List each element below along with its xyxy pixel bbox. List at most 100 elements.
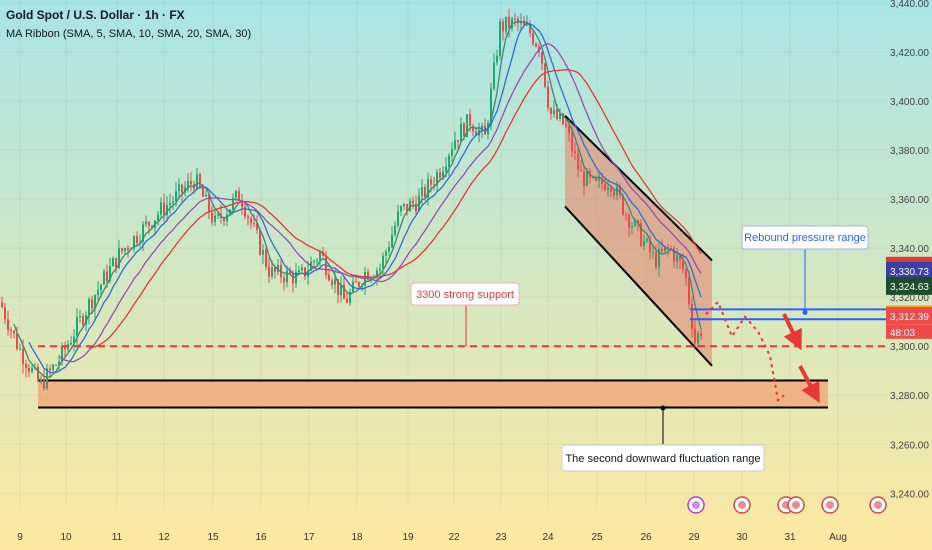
- candle-body: [625, 214, 627, 216]
- x-tick-label: Aug: [829, 532, 847, 543]
- candle-body: [472, 126, 474, 132]
- channel-lower-line: [564, 205, 713, 367]
- candle-body: [346, 298, 348, 303]
- candle-body: [16, 333, 18, 349]
- candle-body: [412, 200, 414, 204]
- candle-body: [40, 378, 42, 381]
- candle-body: [610, 187, 612, 192]
- candle-body: [400, 206, 402, 212]
- candle-body: [457, 139, 459, 142]
- us-flag-event-icon-glyph: [874, 501, 882, 509]
- candle-body: [427, 179, 429, 198]
- candle-body: [274, 267, 276, 272]
- candle-body: [304, 267, 306, 277]
- candle-body: [436, 172, 438, 185]
- x-tick-label: 22: [448, 532, 460, 543]
- candle-body: [199, 174, 201, 188]
- candle-body: [256, 223, 258, 230]
- down-arrow-2: [798, 365, 820, 404]
- candle-body: [109, 266, 111, 282]
- candle-body: [328, 274, 330, 281]
- candle-body: [613, 191, 615, 196]
- candle-body: [124, 248, 126, 252]
- candle-body: [301, 267, 303, 271]
- candle-body: [661, 248, 663, 252]
- candle-body: [514, 18, 516, 20]
- candle-body: [151, 225, 153, 228]
- candle-body: [532, 33, 534, 44]
- rebound-callout-box[interactable]: [741, 225, 869, 250]
- candle-body: [376, 270, 378, 278]
- candle-body: [241, 200, 243, 207]
- candle-body: [268, 266, 270, 277]
- candle-body: [265, 249, 267, 267]
- candle-body: [181, 184, 183, 193]
- countdown-badge: [886, 324, 932, 339]
- candle-body: [673, 248, 675, 262]
- candle-body: [700, 333, 702, 336]
- candle-body: [169, 203, 171, 206]
- candle-body: [691, 304, 693, 329]
- candle-body: [127, 248, 129, 251]
- candle-body: [616, 186, 618, 196]
- candle-body: [97, 289, 99, 296]
- candle-body: [439, 172, 441, 178]
- candle-body: [547, 86, 549, 109]
- support-callout-box[interactable]: [410, 282, 520, 306]
- candle-body: [112, 258, 114, 267]
- candle-body: [568, 126, 570, 133]
- x-tick-label: 30: [736, 532, 748, 543]
- fluctuation-callout-box[interactable]: [561, 444, 765, 472]
- candle-body: [184, 187, 186, 193]
- x-tick-label: 23: [495, 532, 507, 543]
- candle-body: [571, 132, 573, 152]
- candle-body: [208, 194, 210, 213]
- candle-body: [190, 180, 192, 185]
- candle-body: [7, 319, 9, 330]
- x-tick-label: 12: [158, 532, 170, 543]
- candle-body: [607, 187, 609, 190]
- y-tick-label: 3,340.00: [890, 244, 929, 255]
- price-badge-label: 3,312.39: [890, 312, 929, 323]
- ma20-line: [58, 42, 702, 363]
- ma10-line: [28, 22, 702, 374]
- candle-body: [178, 184, 180, 192]
- candle-body: [70, 342, 72, 345]
- candle-body: [340, 284, 342, 295]
- candle-body: [214, 215, 216, 223]
- candle-body: [226, 214, 228, 222]
- price-badge: [886, 306, 932, 325]
- candle-body: [601, 178, 603, 184]
- candle-body: [403, 203, 405, 207]
- candle-body: [157, 214, 159, 221]
- candle-body: [331, 280, 333, 285]
- x-tick-label: 24: [542, 532, 554, 543]
- candle-body: [577, 153, 579, 171]
- candle-body: [160, 202, 162, 215]
- candle-body: [175, 191, 177, 202]
- candle-body: [103, 271, 105, 285]
- candle-body: [559, 113, 561, 120]
- candle-body: [523, 21, 525, 25]
- candle-body: [646, 239, 648, 241]
- candle-body: [481, 125, 483, 130]
- candle-body: [676, 255, 678, 262]
- y-tick-label: 3,320.00: [890, 293, 929, 304]
- price-badge: [886, 261, 932, 280]
- candle-body: [454, 139, 456, 150]
- candle-body: [292, 273, 294, 284]
- candle-body: [139, 241, 141, 244]
- candle-body: [100, 284, 102, 290]
- candle-body: [187, 180, 189, 188]
- candle-body: [574, 151, 576, 154]
- candle-body: [55, 364, 57, 366]
- x-tick-label: 19: [402, 532, 414, 543]
- ma5-line: [13, 20, 702, 379]
- candle-body: [358, 282, 360, 287]
- candle-body: [37, 366, 39, 381]
- candle-body: [166, 205, 168, 216]
- candle-body: [355, 281, 357, 283]
- candle-body: [85, 315, 87, 325]
- candle-body: [316, 260, 318, 262]
